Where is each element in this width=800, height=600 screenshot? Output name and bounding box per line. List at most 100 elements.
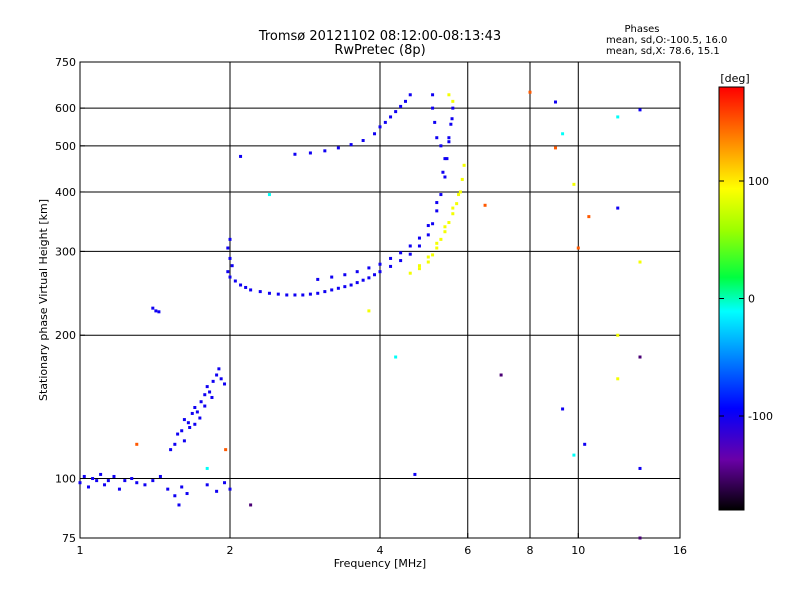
- axis-ticks: 1 2 4 6 8 10 16 75 100 200 300 400 500 600 750: [55, 56, 687, 557]
- data-point: [439, 237, 443, 241]
- data-point: [203, 404, 207, 408]
- data-point: [460, 177, 464, 181]
- data-point: [285, 293, 289, 297]
- data-point: [249, 288, 253, 292]
- data-point: [443, 230, 447, 234]
- data-point: [426, 260, 430, 264]
- data-point: [378, 125, 382, 129]
- data-point: [180, 485, 184, 489]
- data-point: [103, 483, 107, 487]
- data-point: [224, 448, 228, 452]
- data-point: [361, 278, 365, 282]
- data-point: [433, 120, 437, 124]
- data-point: [228, 237, 232, 241]
- data-point: [239, 283, 243, 287]
- data-point: [431, 106, 435, 110]
- colorbar-ticks: -100 0 100: [719, 175, 773, 423]
- data-point: [431, 253, 435, 257]
- data-point: [616, 333, 620, 337]
- data-point: [399, 251, 403, 255]
- data-point: [638, 536, 642, 540]
- data-point: [215, 373, 219, 377]
- data-points: [78, 90, 642, 540]
- y-axis-label: Stationary phase Virtual Height [km]: [37, 199, 50, 401]
- data-point: [180, 429, 184, 433]
- data-point: [561, 407, 565, 411]
- y-tick-label: 300: [55, 245, 76, 258]
- data-point: [389, 256, 393, 260]
- data-point: [316, 277, 320, 281]
- data-point: [638, 108, 642, 112]
- data-point: [426, 233, 430, 237]
- data-point: [208, 390, 212, 394]
- data-point: [223, 382, 227, 386]
- data-point: [343, 285, 347, 289]
- data-point: [316, 291, 320, 295]
- data-point: [403, 99, 407, 103]
- data-point: [293, 293, 297, 297]
- colorbar-tick-label: -100: [748, 410, 773, 423]
- data-point: [435, 241, 439, 245]
- data-point: [135, 442, 139, 446]
- data-point: [449, 122, 453, 126]
- data-point: [367, 266, 371, 270]
- data-point: [205, 466, 209, 470]
- data-point: [215, 489, 219, 493]
- data-point: [249, 503, 253, 507]
- data-point: [367, 309, 371, 313]
- data-point: [450, 117, 454, 121]
- data-point: [343, 273, 347, 277]
- data-point: [199, 400, 203, 404]
- data-point: [244, 285, 248, 289]
- data-point: [267, 291, 271, 295]
- data-point: [177, 503, 181, 507]
- data-point: [616, 377, 620, 381]
- data-point: [576, 246, 580, 250]
- data-point: [267, 193, 271, 197]
- data-point: [435, 246, 439, 250]
- data-point: [226, 246, 230, 250]
- data-point: [451, 206, 455, 210]
- data-point: [616, 115, 620, 119]
- data-point: [408, 252, 412, 256]
- grid: [80, 62, 680, 538]
- data-point: [408, 271, 412, 275]
- data-point: [458, 190, 462, 194]
- data-point: [203, 393, 207, 397]
- data-point: [378, 270, 382, 274]
- data-point: [616, 206, 620, 210]
- data-point: [638, 260, 642, 264]
- data-point: [188, 425, 192, 429]
- data-point: [435, 209, 439, 213]
- data-point: [373, 132, 377, 136]
- stats-line-o: mean, sd,O:-100.5, 16.0: [606, 35, 727, 46]
- data-point: [157, 310, 161, 314]
- data-point: [223, 481, 227, 485]
- data-point: [462, 163, 466, 167]
- data-point: [572, 453, 576, 457]
- data-point: [443, 157, 447, 161]
- data-point: [205, 385, 209, 389]
- data-point: [367, 276, 371, 280]
- data-point: [417, 267, 421, 271]
- data-point: [417, 264, 421, 268]
- data-point: [431, 93, 435, 97]
- data-point: [193, 406, 197, 410]
- data-point: [528, 90, 532, 94]
- data-point: [169, 448, 173, 452]
- x-tick-label: 6: [464, 544, 471, 557]
- data-point: [483, 203, 487, 207]
- data-point: [431, 222, 435, 226]
- data-point: [439, 193, 443, 197]
- data-point: [173, 494, 177, 498]
- data-point: [217, 367, 221, 371]
- data-point: [457, 193, 461, 197]
- data-point: [151, 306, 155, 310]
- data-point: [408, 93, 412, 97]
- data-point: [198, 416, 202, 420]
- data-point: [219, 377, 223, 381]
- data-point: [394, 110, 398, 114]
- data-point: [130, 477, 134, 481]
- data-point: [226, 270, 230, 274]
- data-point: [336, 146, 340, 150]
